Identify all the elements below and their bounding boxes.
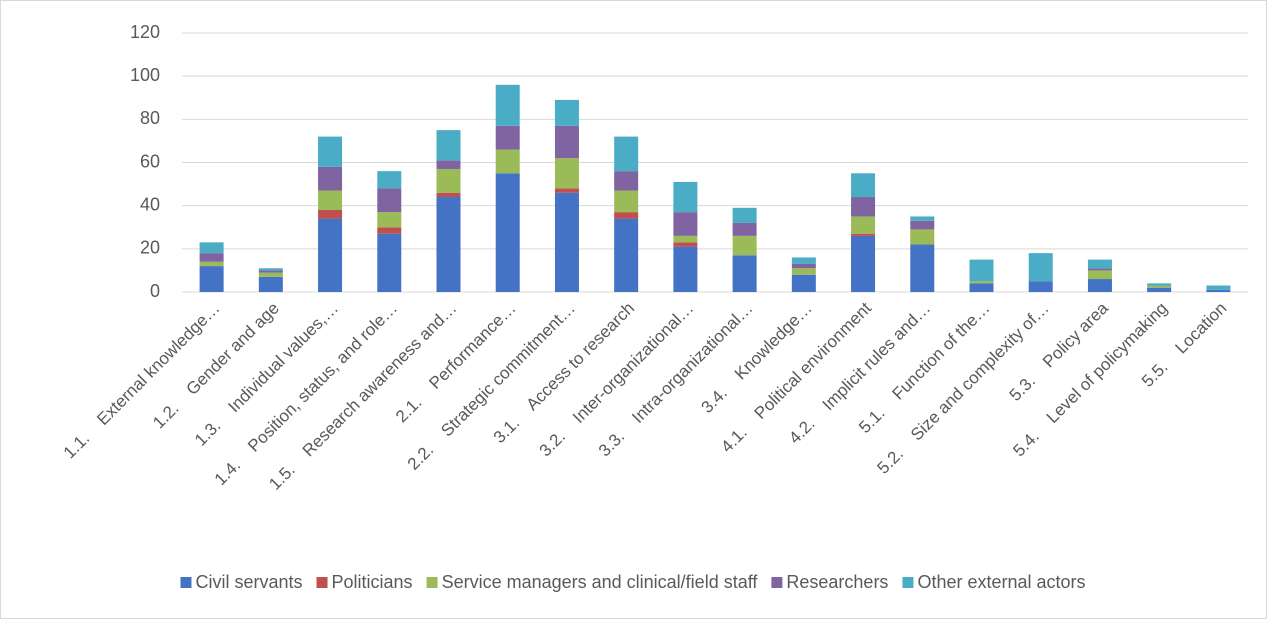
y-tick-label: 20 bbox=[140, 238, 160, 258]
bar-segment bbox=[554, 188, 579, 193]
legend-label: Politicians bbox=[332, 572, 413, 592]
bar-segment bbox=[377, 227, 402, 234]
bar-segment bbox=[732, 235, 757, 256]
bar-segment bbox=[258, 268, 283, 271]
bar-segment bbox=[554, 158, 579, 189]
bar-segment bbox=[377, 233, 402, 292]
bar-segment bbox=[851, 173, 876, 198]
bar-segment bbox=[436, 130, 461, 161]
y-tick-label: 120 bbox=[130, 22, 160, 42]
bar-segment bbox=[851, 216, 876, 234]
bar-segment bbox=[1087, 268, 1112, 271]
bar-segment bbox=[318, 209, 343, 219]
bar-segment bbox=[258, 272, 283, 277]
y-tick-label: 100 bbox=[130, 65, 160, 85]
bar-segment bbox=[436, 197, 461, 292]
bar-segment bbox=[377, 188, 402, 213]
bar-segment bbox=[436, 192, 461, 198]
bar-segment bbox=[258, 276, 283, 292]
bar-segment bbox=[851, 235, 876, 292]
bar-segment bbox=[1087, 279, 1112, 292]
bar-segment bbox=[673, 181, 698, 213]
bar-segment bbox=[614, 136, 639, 172]
legend-swatch bbox=[180, 577, 192, 588]
bar-segment bbox=[673, 242, 698, 247]
legend-swatch bbox=[426, 577, 438, 588]
bar-segment bbox=[614, 171, 639, 191]
bar-segment bbox=[732, 207, 757, 223]
bar-segment bbox=[969, 259, 994, 282]
bar-segment bbox=[732, 222, 757, 236]
bar-segment bbox=[199, 266, 224, 292]
bar-segment bbox=[1206, 289, 1231, 292]
bar-segment bbox=[199, 261, 224, 267]
bar-segment bbox=[1147, 285, 1172, 288]
bar-segment bbox=[318, 166, 343, 191]
bar-segment bbox=[969, 283, 994, 292]
bar-segment bbox=[791, 263, 816, 269]
bar-segment bbox=[732, 255, 757, 292]
bar-segment bbox=[554, 125, 579, 159]
bar-segment bbox=[1028, 281, 1053, 292]
bar-segment bbox=[554, 192, 579, 292]
legend-label: Service managers and clinical/field staf… bbox=[442, 572, 759, 592]
bar-segment bbox=[1206, 285, 1231, 290]
bar-segment bbox=[377, 171, 402, 189]
bar-segment bbox=[318, 136, 343, 167]
bar-segment bbox=[851, 233, 876, 236]
bar-segment bbox=[673, 235, 698, 243]
bar-segment bbox=[258, 270, 283, 273]
bar-segment bbox=[199, 253, 224, 262]
bar-segment bbox=[910, 244, 935, 292]
bar-segment bbox=[1028, 253, 1053, 282]
bar-segment bbox=[673, 212, 698, 236]
bar-segment bbox=[554, 99, 579, 126]
bar-segment bbox=[673, 246, 698, 292]
legend-label: Civil servants bbox=[195, 572, 302, 592]
bar-segment bbox=[377, 212, 402, 228]
y-tick-label: 40 bbox=[140, 194, 160, 214]
legend-label: Other external actors bbox=[917, 572, 1085, 592]
bar-segment bbox=[910, 220, 935, 230]
legend-swatch bbox=[902, 577, 914, 588]
bar-segment bbox=[614, 212, 639, 219]
bar-segment bbox=[199, 242, 224, 254]
bar-segment bbox=[791, 268, 816, 275]
bar-segment bbox=[614, 218, 639, 292]
y-tick-label: 0 bbox=[150, 281, 160, 301]
bar-segment bbox=[495, 149, 520, 174]
bar-segment bbox=[495, 125, 520, 150]
y-tick-label: 80 bbox=[140, 108, 160, 128]
bar-segment bbox=[1147, 287, 1172, 292]
bar-segment bbox=[495, 173, 520, 292]
legend-swatch bbox=[316, 577, 328, 588]
bar-segment bbox=[614, 190, 639, 213]
bar-segment bbox=[910, 216, 935, 221]
y-tick-label: 60 bbox=[140, 151, 160, 171]
bar-segment bbox=[1147, 283, 1172, 286]
legend-label: Researchers bbox=[786, 572, 888, 592]
bar-segment bbox=[1087, 259, 1112, 269]
bar-segment bbox=[318, 190, 343, 210]
bar-segment bbox=[1087, 270, 1112, 280]
bar-segment bbox=[791, 257, 816, 264]
bar-segment bbox=[910, 229, 935, 245]
bar-segment bbox=[436, 168, 461, 193]
bar-segment bbox=[851, 197, 876, 217]
legend-swatch bbox=[771, 577, 783, 588]
bar-segment bbox=[791, 274, 816, 292]
bar-segment bbox=[495, 84, 520, 126]
bar-segment bbox=[318, 218, 343, 292]
bar-segment bbox=[436, 160, 461, 169]
bar-segment bbox=[969, 281, 994, 284]
